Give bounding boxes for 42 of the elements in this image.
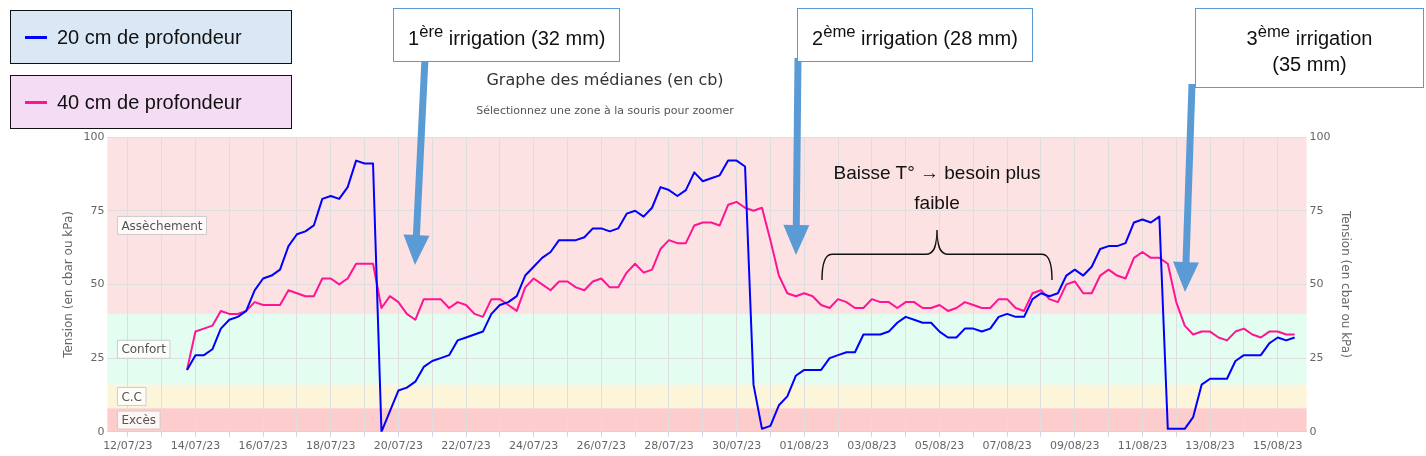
text: 3$^{ème}$ irrigation (35 mm) [1195,8,1424,88]
x-tick-label: 05/08/23 [914,439,965,453]
band-label: Assèchement [121,218,203,233]
y2-axis-title: Tension (en cbar ou kPa) [1338,209,1353,358]
y2-tick-label: 100 [1309,129,1331,143]
x-tick-label: 07/08/23 [982,439,1032,453]
legend-label: 40 cm de profondeur [57,90,242,114]
x-tick-label: 30/07/23 [711,439,762,453]
band-label: Excès [121,413,157,428]
y2-tick-label: 50 [1309,277,1324,291]
x-tick-label: 09/08/23 [1050,439,1100,453]
x-tick-label: 03/08/23 [847,439,897,453]
x-tick-label: 11/08/23 [1117,439,1168,453]
x-tick-label: 14/07/23 [170,439,221,453]
y2-tick-label: 25 [1309,350,1324,364]
x-tick-label: 12/07/23 [103,439,153,453]
x-tick-label: 26/07/23 [576,439,627,453]
text: 2$^{ème}$ irrigation (28 mm) [797,8,1033,62]
chart-title: Graphe des médianes (en cb) [485,70,725,89]
y-tick-label: 25 [90,350,105,364]
x-tick-label: 18/07/23 [306,439,356,453]
x-tick-label: 13/08/23 [1185,439,1235,453]
x-tick-label: 16/07/23 [238,439,288,453]
x-tick-label: 01/08/23 [779,439,829,453]
x-tick-label: 15/08/23 [1253,439,1303,453]
y-tick-label: 0 [97,424,105,438]
x-tick-label: 28/07/23 [644,439,694,453]
band-label: Confort [121,342,167,357]
text: 1$^{ère}$ irrigation (32 mm) [393,8,621,62]
annotation: Baisse T° → besoin plus faible [832,161,1042,215]
legend-label: 20 cm de profondeur [57,25,242,49]
y-axis-title: Tension (en cbar ou kPa) [61,210,76,359]
y2-tick-label: 0 [1309,424,1317,438]
y-tick-label: 75 [90,203,105,217]
x-tick-label: 20/07/23 [373,439,424,453]
band-label: C.C [121,389,142,404]
chart-subtitle: Sélectionnez une zone à la souris pour zoomer [475,104,735,117]
x-tick-label: 22/07/23 [441,439,491,453]
y2-tick-label: 75 [1309,203,1324,217]
x-tick-label: 24/07/23 [508,439,559,453]
y-tick-label: 50 [90,277,105,291]
y-tick-label: 100 [83,129,105,143]
